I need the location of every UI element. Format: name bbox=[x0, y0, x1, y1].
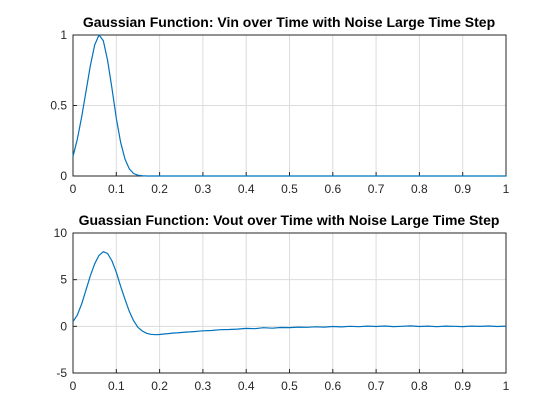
bottom-y-tick-label: 0 bbox=[60, 319, 67, 333]
top-x-tick-label: 0.8 bbox=[411, 182, 428, 196]
top-x-tick-label: 0.5 bbox=[281, 182, 298, 196]
top-y-tick-label: 0 bbox=[60, 169, 67, 183]
bottom-x-tick-label: 0.5 bbox=[281, 379, 298, 393]
top-x-tick-label: 0.9 bbox=[454, 182, 471, 196]
top-x-tick-label: 0.6 bbox=[324, 182, 341, 196]
top-plot-title: Gaussian Function: Vin over Time with No… bbox=[83, 14, 495, 30]
top-y-tick-label: 0.5 bbox=[50, 99, 67, 113]
bottom-x-tick-label: 0.2 bbox=[151, 379, 168, 393]
bottom-x-tick-label: 0.6 bbox=[324, 379, 341, 393]
top-x-tick-label: 0 bbox=[70, 182, 77, 196]
top-plot: Gaussian Function: Vin over Time with No… bbox=[50, 14, 509, 196]
bottom-x-tick-label: 0.4 bbox=[238, 379, 255, 393]
bottom-x-tick-label: 1 bbox=[503, 379, 510, 393]
top-x-tick-label: 0.2 bbox=[151, 182, 168, 196]
bottom-x-tick-label: 0.8 bbox=[411, 379, 428, 393]
bottom-y-tick-label: 10 bbox=[54, 226, 68, 240]
bottom-x-tick-label: 0 bbox=[70, 379, 77, 393]
top-x-tick-label: 0.7 bbox=[368, 182, 385, 196]
bottom-x-tick-label: 0.7 bbox=[368, 379, 385, 393]
bottom-x-tick-label: 0.9 bbox=[454, 379, 471, 393]
bottom-y-tick-label: 5 bbox=[60, 273, 67, 287]
top-x-tick-label: 0.4 bbox=[238, 182, 255, 196]
top-x-tick-label: 0.1 bbox=[108, 182, 125, 196]
top-x-tick-label: 1 bbox=[503, 182, 510, 196]
bottom-plot-title: Guassian Function: Vout over Time with N… bbox=[79, 212, 500, 228]
bottom-x-tick-label: 0.1 bbox=[108, 379, 125, 393]
bottom-x-tick-label: 0.3 bbox=[195, 379, 212, 393]
bottom-y-tick-label: -5 bbox=[56, 366, 67, 380]
top-x-tick-label: 0.3 bbox=[195, 182, 212, 196]
top-y-tick-label: 1 bbox=[60, 28, 67, 42]
bottom-plot: Guassian Function: Vout over Time with N… bbox=[54, 212, 510, 393]
